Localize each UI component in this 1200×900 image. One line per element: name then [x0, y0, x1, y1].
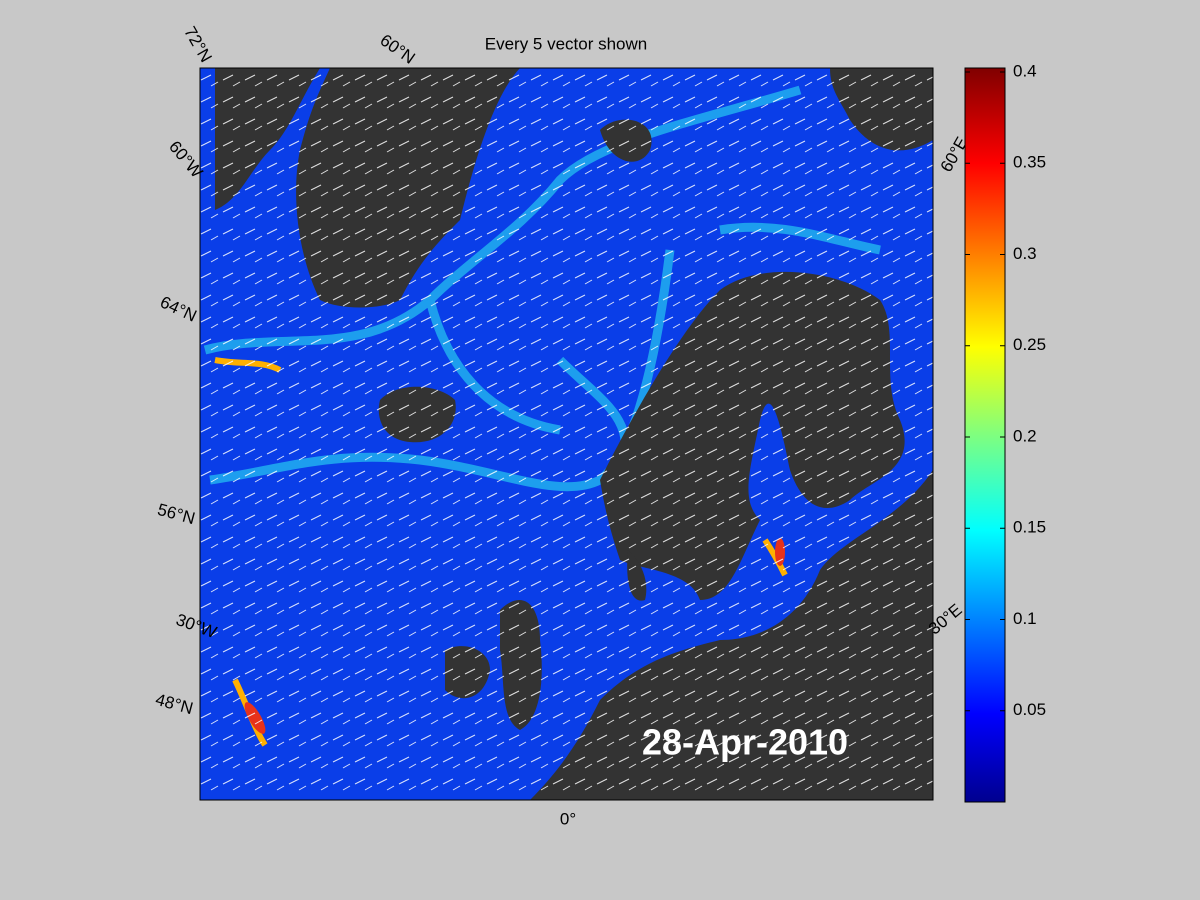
grid-label: 48°N — [153, 690, 195, 718]
colorbar — [964, 67, 1006, 803]
grid-label: 60°N — [377, 30, 419, 67]
date-label: 28-Apr-2010 — [642, 722, 848, 763]
colorbar-tick-label: 0.3 — [1013, 244, 1037, 263]
colorbar-tick-label: 0.1 — [1013, 609, 1037, 628]
grid-label: 64°N — [157, 292, 199, 325]
grid-label: 72°N — [180, 23, 215, 65]
title: Every 5 vector shown — [485, 34, 648, 53]
map-frame — [199, 67, 934, 801]
map — [200, 68, 933, 800]
colorbar-ticks: 0.05 0.1 0.15 0.2 0.25 0.3 0.35 0.4 — [965, 61, 1046, 719]
colorbar-tick-label: 0.25 — [1013, 335, 1046, 354]
colorbar-tick-label: 0.15 — [1013, 518, 1046, 537]
vectors — [200, 68, 933, 800]
colorbar-tick-label: 0.2 — [1013, 426, 1037, 445]
grid-label: 56°N — [155, 500, 197, 528]
colorbar-tick-label: 0.05 — [1013, 700, 1046, 719]
colorbar-tick-label: 0.4 — [1013, 61, 1037, 80]
colorbar-tick-label: 0.35 — [1013, 153, 1046, 172]
grid-label: 0° — [560, 809, 576, 828]
